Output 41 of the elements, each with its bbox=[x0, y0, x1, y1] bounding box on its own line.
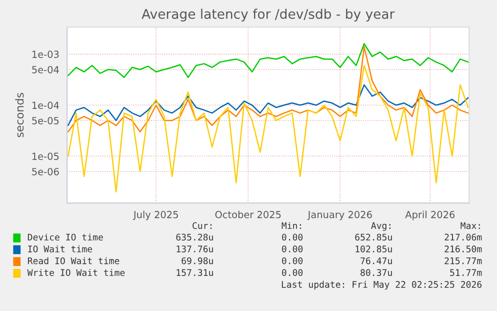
x-tick-label: April 2026 bbox=[405, 210, 455, 220]
text: 635.28u bbox=[176, 234, 213, 241]
text: Min: bbox=[282, 222, 301, 229]
text: 0.00 bbox=[282, 234, 303, 241]
y-axis-title: seconds bbox=[15, 92, 24, 138]
text: 0.00 bbox=[282, 257, 303, 264]
y-tick-label: 5e-04 bbox=[32, 66, 59, 74]
legend-label: Device IO time bbox=[28, 234, 103, 241]
text: 157.31u bbox=[176, 269, 213, 276]
text: 80.37u bbox=[360, 269, 392, 276]
y-tick-label: 1e-03 bbox=[32, 50, 59, 58]
y-tick-label: 5e-05 bbox=[32, 116, 59, 124]
line-series bbox=[67, 43, 469, 78]
legend-label: Write IO Wait time bbox=[27, 269, 125, 276]
legend-label: Read IO Wait time bbox=[28, 257, 120, 264]
text: Max: bbox=[460, 222, 480, 230]
text: 69.98u bbox=[182, 257, 213, 264]
text: 137.76u bbox=[176, 246, 213, 252]
text: 652.85u bbox=[355, 234, 392, 241]
y-tick-label: 1e-04 bbox=[32, 102, 59, 109]
text: 217.06m bbox=[444, 234, 482, 241]
chart-title: Average latency for /dev/sdb - by year bbox=[142, 8, 395, 22]
text: 216.50m bbox=[444, 246, 482, 252]
line-series bbox=[67, 64, 469, 192]
text: 102.85u bbox=[356, 246, 392, 252]
text: 51.77m bbox=[450, 269, 482, 276]
text: 0.00 bbox=[282, 269, 303, 276]
text: 76.47u bbox=[360, 257, 392, 264]
x-tick-label: October 2025 bbox=[215, 210, 281, 218]
text: Cur: bbox=[192, 222, 212, 230]
line-series bbox=[67, 84, 469, 126]
text: 215.77m bbox=[444, 257, 482, 264]
y-tick-label: 5e-06 bbox=[32, 168, 59, 176]
x-tick-label: July 2025 bbox=[132, 210, 178, 220]
x-tick-label: January 2026 bbox=[307, 210, 372, 220]
y-tick-label: 1e-05 bbox=[32, 152, 59, 160]
line-series bbox=[67, 46, 469, 132]
legend-label: IO Wait time bbox=[28, 245, 92, 252]
text: Last update: Fri May 22 02:25:25 2026 bbox=[282, 280, 482, 290]
text: Avg: bbox=[371, 222, 390, 231]
text: 0.00 bbox=[282, 246, 303, 252]
